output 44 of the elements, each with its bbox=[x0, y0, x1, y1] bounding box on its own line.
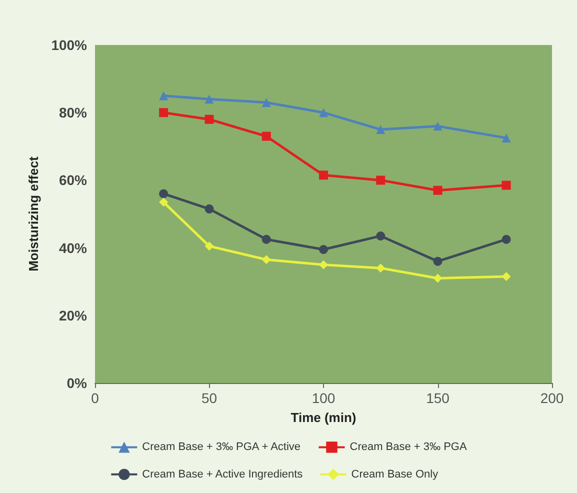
legend-label: Cream Base + 3‰ PGA bbox=[350, 441, 468, 454]
point bbox=[204, 204, 214, 214]
point bbox=[376, 231, 386, 240]
point bbox=[204, 94, 214, 104]
y-tick-label: 60% bbox=[58, 172, 88, 188]
point bbox=[433, 256, 442, 266]
y-tick-label: 100% bbox=[51, 37, 88, 53]
point bbox=[433, 274, 442, 283]
point bbox=[159, 108, 168, 118]
point bbox=[159, 91, 168, 100]
point bbox=[204, 242, 214, 251]
point bbox=[319, 170, 328, 180]
point bbox=[502, 133, 511, 142]
y-axis-title: Moisturizing effect bbox=[26, 156, 41, 272]
x-tick-label: 50 bbox=[201, 390, 218, 406]
x-tick-label: 100 bbox=[312, 390, 336, 406]
point bbox=[502, 234, 511, 244]
x-axis-title: Time (min) bbox=[290, 410, 356, 425]
point bbox=[319, 108, 328, 118]
y-tick-label: 0% bbox=[66, 375, 88, 391]
point bbox=[262, 234, 271, 244]
point bbox=[433, 122, 442, 131]
x-tick-label: 150 bbox=[426, 390, 450, 406]
point bbox=[376, 264, 386, 273]
point bbox=[159, 189, 168, 198]
point bbox=[433, 186, 442, 195]
point bbox=[262, 98, 271, 107]
y-tick-label: 40% bbox=[58, 240, 88, 256]
y-tick-label: 20% bbox=[58, 307, 88, 324]
point bbox=[262, 132, 271, 141]
point bbox=[376, 125, 386, 134]
legend-label: Cream Base + Active Ingredients bbox=[142, 468, 304, 480]
y-tick-label: 80% bbox=[58, 104, 88, 121]
point bbox=[502, 180, 511, 190]
point bbox=[319, 244, 328, 254]
legend-label: Cream Base + 3‰ PGA + Active bbox=[142, 441, 301, 454]
point bbox=[159, 198, 168, 207]
point bbox=[319, 260, 328, 270]
point bbox=[204, 114, 214, 124]
x-tick-label: 0 bbox=[91, 390, 100, 406]
point bbox=[376, 176, 386, 185]
point bbox=[262, 255, 271, 264]
x-tick-label: 200 bbox=[540, 390, 564, 406]
legend-label: Cream Base Only bbox=[351, 468, 439, 480]
